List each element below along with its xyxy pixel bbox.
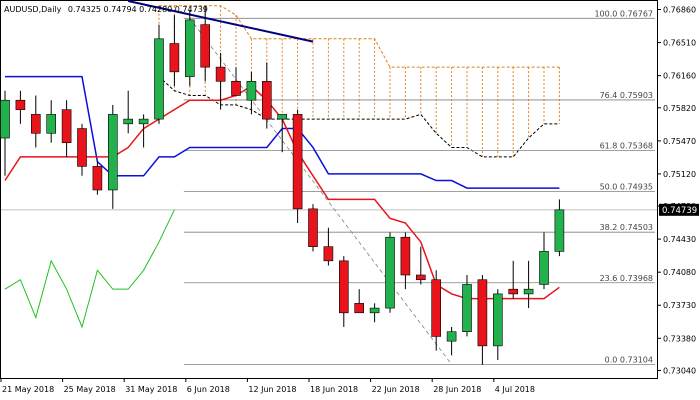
fib-level-label: 23.6 0.73968	[600, 274, 653, 283]
candle-body	[277, 114, 288, 120]
candle-body	[385, 236, 395, 309]
x-tick-label: 28 Jun 2018	[433, 385, 481, 394]
candle-body	[508, 288, 519, 295]
price-axis: 0.76860 0.76510 0.76160 0.75820 0.75470 0.751…	[657, 6, 696, 375]
y-tick-label: 0.75820	[663, 104, 696, 113]
candle-body	[108, 114, 118, 191]
senkou-span-b	[158, 76, 560, 158]
y-tick-label: 0.73380	[663, 334, 696, 343]
candles	[0, 5, 565, 365]
candle-body	[30, 114, 41, 134]
candle-body	[138, 118, 149, 125]
x-tick-label: 22 Jun 2018	[372, 385, 420, 394]
candle-body	[169, 43, 180, 73]
candle-body	[477, 279, 488, 347]
candle-body	[0, 99, 10, 139]
candle-body	[415, 274, 426, 281]
y-tick-label: 0.74080	[663, 268, 696, 277]
candle-body	[446, 331, 457, 342]
fib-level-label: 61.8 0.75368	[600, 141, 653, 150]
candle-body	[77, 128, 87, 167]
senkou-span-a	[159, 5, 560, 68]
candle-body	[246, 81, 257, 101]
x-tick-label: 31 May 2018	[125, 385, 177, 394]
candle-body	[292, 114, 303, 210]
y-tick-label: 0.76160	[663, 72, 696, 81]
x-tick-label: 25 May 2018	[64, 385, 116, 394]
x-tick-label: 6 Jun 2018	[187, 385, 230, 394]
candle-body	[308, 208, 318, 247]
candle-body	[61, 109, 72, 144]
current-price-tag: 0.74739	[659, 203, 699, 216]
fib-level-label: 50.0 0.74935	[600, 182, 653, 191]
x-tick-label: 4 Jul 2018	[495, 385, 535, 394]
y-tick-label: 0.76510	[663, 39, 696, 48]
candle-body	[200, 24, 210, 68]
candle-body	[92, 166, 103, 191]
y-tick-label: 0.75120	[663, 170, 696, 179]
y-tick-label: 0.73040	[663, 366, 696, 375]
current-price-label: 0.74739	[662, 206, 697, 216]
chikou-span	[4, 209, 175, 329]
candle-body	[539, 251, 549, 285]
candle-body	[492, 293, 503, 347]
candle-body	[215, 66, 226, 82]
fib-level-label: 76.4 0.75903	[600, 91, 653, 100]
candle-body	[462, 284, 472, 333]
candle-body	[185, 19, 195, 77]
symbol-header: AUDUSD,Daily 0.74325 0.74794 0.74280 0.7…	[4, 5, 208, 14]
current-price-box	[659, 203, 699, 216]
candle-body	[231, 81, 241, 96]
y-tick-label: 0.75470	[663, 137, 696, 146]
candle-body	[123, 118, 133, 125]
fib-level-label: 0.0 0.73104	[605, 355, 653, 364]
candle-body	[523, 288, 534, 295]
candle-body	[15, 99, 26, 110]
fib-level-label: 100.0 0.76767	[594, 9, 653, 18]
fib-level-label: 38.2 0.74503	[600, 223, 653, 232]
x-tick-label: 12 Jun 2018	[248, 385, 296, 394]
trendline	[127, 0, 314, 43]
x-tick-label: 21 May 2018	[2, 385, 54, 394]
y-tick-label: 0.76860	[663, 6, 696, 15]
fib-diagonal	[189, 18, 452, 365]
candle-body	[154, 38, 164, 120]
candle-body	[261, 81, 272, 120]
fibonacci-levels: 100.0 0.76767 76.4 0.75903 61.8 0.75368 50.…	[183, 9, 655, 365]
symbol-label: AUDUSD,Daily	[4, 5, 62, 14]
candle-body	[554, 209, 565, 252]
candle-body	[323, 246, 334, 262]
candle-body	[431, 279, 442, 337]
x-tick-label: 18 Jun 2018	[310, 385, 358, 394]
candle-body	[369, 307, 380, 314]
candle-body	[354, 303, 365, 314]
ohlc-values: 0.74325 0.74794 0.74280 0.74739	[68, 5, 208, 14]
y-tick-label: 0.74430	[663, 235, 696, 244]
candle-body	[400, 236, 411, 276]
candle-body	[338, 260, 349, 314]
y-tick-label: 0.73730	[663, 301, 696, 310]
time-axis: 21 May 2018 25 May 2018 31 May 2018 6 Jun 2…	[0, 378, 535, 394]
candle-body	[46, 114, 57, 134]
